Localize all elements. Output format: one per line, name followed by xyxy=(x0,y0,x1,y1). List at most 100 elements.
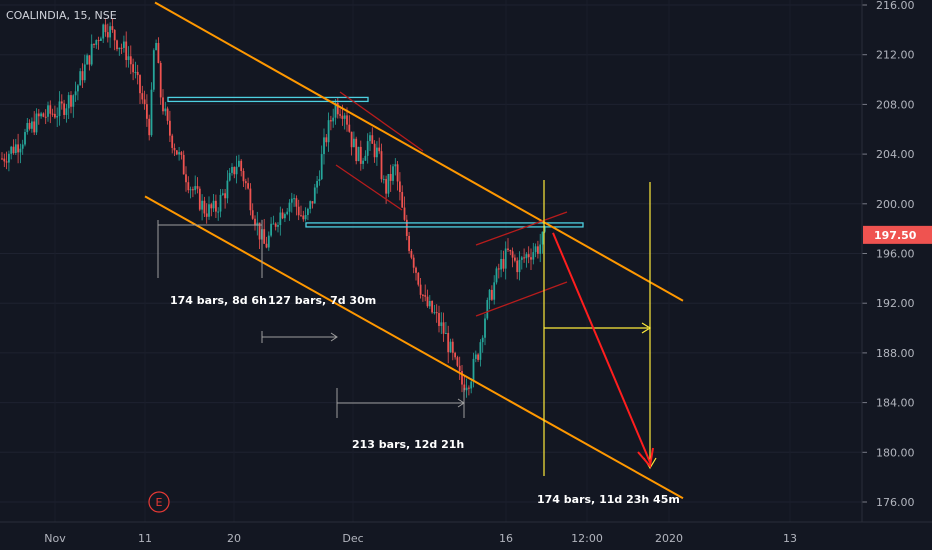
candle-body xyxy=(81,71,84,81)
candle-body xyxy=(495,268,498,283)
candle-body xyxy=(474,354,477,359)
candle-body xyxy=(456,357,459,366)
candle-body xyxy=(3,158,6,162)
candle-body xyxy=(74,91,77,96)
candle-body xyxy=(14,144,17,153)
candle-body xyxy=(44,116,47,118)
candle-body xyxy=(238,160,240,167)
candle-body xyxy=(150,89,153,136)
candle-body xyxy=(182,154,185,175)
last-price-tag xyxy=(863,225,932,244)
candle-body xyxy=(35,113,38,133)
candle-body xyxy=(274,223,277,227)
candle-body xyxy=(417,272,420,285)
candle-body xyxy=(65,108,68,115)
candle-body xyxy=(527,254,530,258)
annotation-label: 127 bars, 7d 30m xyxy=(268,294,376,307)
candle-body xyxy=(49,105,52,114)
candle-body xyxy=(90,43,93,65)
candle-body xyxy=(97,40,100,42)
time-axis[interactable]: Nov 11 20 Dec 16 12:00 2020 13 xyxy=(0,521,932,545)
price-axis[interactable]: 216.00 212.00 208.00 204.00 200.00 196.00 192.… xyxy=(861,0,932,522)
x-tick-label: 20 xyxy=(227,532,241,545)
candle-body xyxy=(56,116,59,118)
candle-body xyxy=(192,189,194,191)
candle-body xyxy=(366,141,369,156)
candle-body xyxy=(95,40,98,45)
candle-body xyxy=(295,198,298,207)
candle-body xyxy=(461,370,463,385)
candle-body xyxy=(311,201,314,204)
candle-body xyxy=(373,143,376,158)
candle-body xyxy=(240,160,243,171)
candle-body xyxy=(203,200,206,214)
candle-body xyxy=(10,146,13,154)
candle-body xyxy=(152,50,155,90)
candle-body xyxy=(93,43,95,45)
candle-body xyxy=(518,259,521,273)
candle-body xyxy=(543,227,546,232)
candle-body xyxy=(109,26,111,38)
candle-body xyxy=(1,158,3,160)
candle-body xyxy=(208,204,210,217)
candle-body xyxy=(433,312,436,314)
candle-body xyxy=(392,166,394,181)
y-tick-label: 188.00 xyxy=(876,347,915,360)
y-tick-label: 212.00 xyxy=(876,49,915,62)
candle-body xyxy=(40,113,42,117)
candle-body xyxy=(217,211,220,213)
candle-body xyxy=(88,55,91,65)
annotation-label: 213 bars, 12d 21h xyxy=(352,438,464,451)
y-tick-label: 216.00 xyxy=(876,0,915,12)
candle-body xyxy=(212,200,215,209)
measure-arrowhead xyxy=(330,332,338,342)
candle-body xyxy=(440,322,443,326)
candle-body xyxy=(86,55,88,65)
candle-body xyxy=(497,268,500,270)
candle-body xyxy=(162,97,164,112)
candle-body xyxy=(403,207,406,220)
candle-body xyxy=(272,223,275,225)
candle-body xyxy=(486,300,489,319)
candle-body xyxy=(270,223,272,236)
y-tick-label: 196.00 xyxy=(876,248,915,261)
candle-body xyxy=(334,102,337,118)
candle-body xyxy=(47,105,49,117)
candle-body xyxy=(431,301,433,313)
candle-body xyxy=(116,40,118,50)
candle-body xyxy=(355,138,358,162)
candle-body xyxy=(120,47,123,49)
candle-body xyxy=(472,358,475,382)
candle-body xyxy=(419,284,422,295)
candle-body xyxy=(362,160,364,164)
candle-body xyxy=(442,322,445,334)
candle-body xyxy=(37,113,40,117)
candle-body xyxy=(320,154,323,180)
target-arrowhead xyxy=(637,447,654,469)
candle-body xyxy=(224,193,226,199)
candle-body xyxy=(339,114,341,116)
x-tick-label: Dec xyxy=(342,532,363,545)
y-tick-label: 180.00 xyxy=(876,446,915,459)
candle-body xyxy=(484,318,486,338)
candle-body xyxy=(336,102,339,115)
wedge-line xyxy=(339,91,424,152)
candle-body xyxy=(520,257,523,260)
event-marker-label: E xyxy=(156,496,163,509)
candle-body xyxy=(5,161,8,163)
candle-body xyxy=(318,179,321,181)
candle-body xyxy=(279,212,282,226)
y-tick-label: 204.00 xyxy=(876,148,915,161)
candle-body xyxy=(316,180,318,188)
candle-body xyxy=(141,93,144,100)
candle-body xyxy=(304,215,307,220)
candle-body xyxy=(387,173,390,194)
candle-body xyxy=(288,202,291,212)
candle-body xyxy=(102,24,105,39)
candle-body xyxy=(286,211,289,215)
candle-body xyxy=(132,64,134,73)
x-tick-label: 16 xyxy=(499,532,513,545)
candle-body xyxy=(422,294,424,296)
candle-body xyxy=(415,267,417,273)
